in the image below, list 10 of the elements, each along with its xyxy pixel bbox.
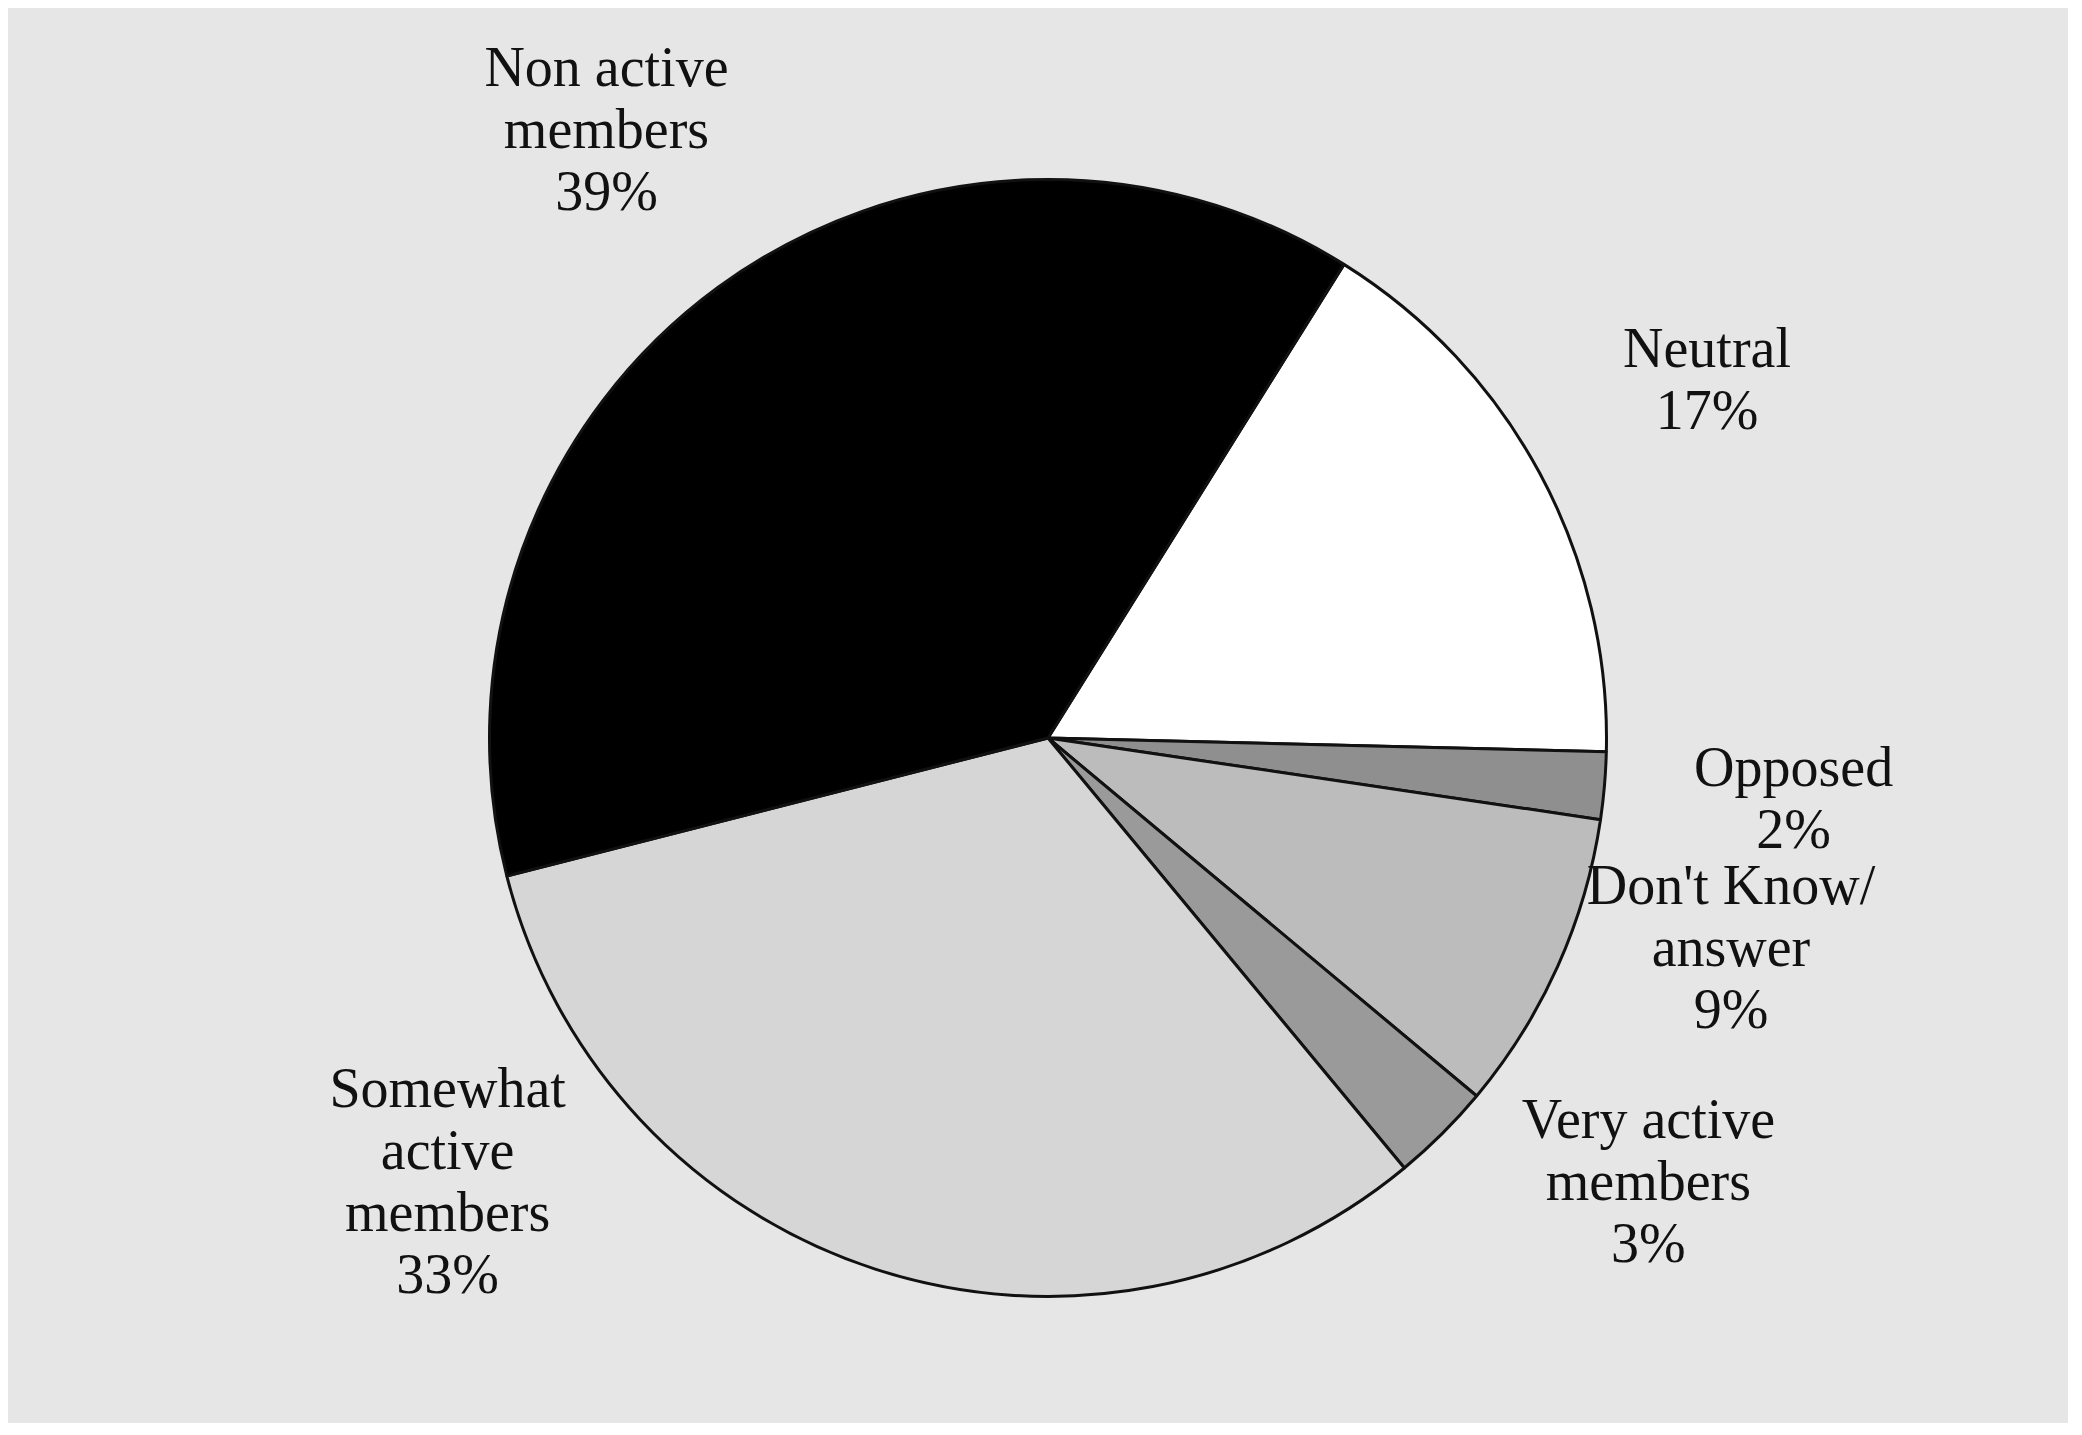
data-label: 9% bbox=[1693, 977, 1769, 1040]
slice-label: Opposed bbox=[1694, 735, 1894, 798]
slice-label: Very active members bbox=[1521, 1087, 1776, 1212]
data-label: 39% bbox=[555, 160, 658, 223]
slice-label: Neutral bbox=[1623, 317, 1791, 379]
slice-label: Somewhat active members bbox=[329, 1056, 567, 1243]
data-label: 17% bbox=[1655, 379, 1759, 441]
slice-label: Non active members bbox=[484, 36, 729, 161]
data-label: 3% bbox=[1611, 1211, 1686, 1274]
data-label: 33% bbox=[396, 1242, 499, 1305]
